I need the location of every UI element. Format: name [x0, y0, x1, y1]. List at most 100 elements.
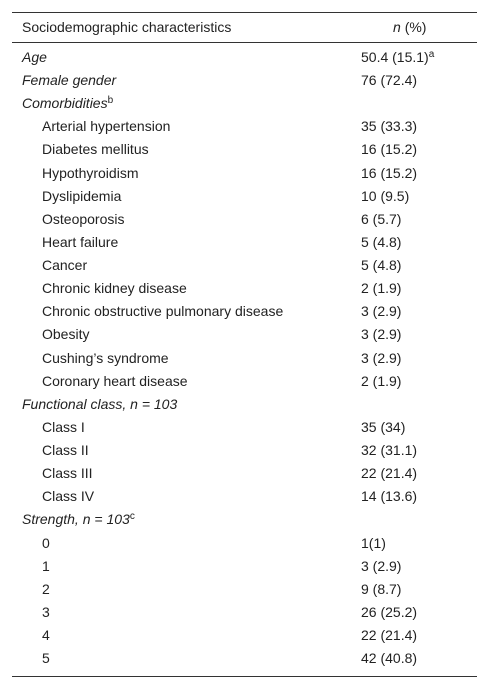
value-text: 35 (34) [361, 418, 406, 435]
row-label: 2 [42, 580, 50, 598]
value-text: 35 (33.3) [361, 118, 418, 135]
row-label: Coronary heart disease [42, 372, 188, 390]
row-value: 16 (15.2) [361, 164, 417, 182]
value-text: 3 (2.9) [361, 349, 402, 366]
label-text: Age [22, 49, 47, 65]
label-text: 5 [42, 650, 50, 667]
row-value: 3 (2.9) [361, 349, 401, 367]
row-label: Dyslipidemia [42, 187, 121, 205]
row-value: 26 (25.2) [361, 603, 417, 621]
row-label: 5 [42, 649, 50, 667]
row-label: Obesity [42, 325, 89, 343]
value-text: 26 (25.2) [361, 603, 418, 620]
row-label: Hypothyroidism [42, 164, 138, 182]
row-value: 22 (21.4) [361, 464, 417, 482]
value-text: 32 (31.1) [361, 442, 418, 459]
row-label: Age [22, 48, 47, 66]
value-text: 3 (2.9) [361, 303, 402, 320]
row-value: 5 (4.8) [361, 233, 401, 251]
top-rule [12, 12, 477, 13]
label-text: Class IV [42, 488, 95, 505]
label-text: Cushing’s syndrome [42, 349, 169, 366]
label-text: Hypothyroidism [42, 164, 139, 181]
row-value: 1(1) [361, 534, 386, 552]
value-text: 42 (40.8) [361, 650, 418, 667]
row-label: Strength, n = 103c [22, 510, 135, 528]
label-text: Obesity [42, 326, 90, 343]
label-text: Class II [42, 442, 89, 459]
row-label: Class IV [42, 487, 94, 505]
header-n: n [393, 19, 401, 35]
value-text: 76 (72.4) [361, 72, 418, 89]
row-label: 1 [42, 557, 50, 575]
row-value: 9 (8.7) [361, 580, 401, 598]
label-text: Class III [42, 465, 93, 482]
row-value: 35 (33.3) [361, 117, 417, 135]
row-value: 3 (2.9) [361, 557, 401, 575]
value-text: 50.4 (15.1) [361, 49, 429, 65]
label-text: Cancer [42, 257, 88, 274]
row-label: Functional class, n = 103 [22, 395, 177, 413]
label-text: Coronary heart disease [42, 372, 188, 389]
value-text: 3 (2.9) [361, 557, 402, 574]
footnote-mark: c [129, 511, 135, 523]
row-value: 3 (2.9) [361, 325, 401, 343]
row-value: 32 (31.1) [361, 441, 417, 459]
row-label: Class III [42, 464, 93, 482]
header-value: n (%) [393, 18, 426, 36]
label-text: 4 [42, 627, 50, 643]
row-value: 16 (15.2) [361, 140, 417, 158]
label-text: Comorbidities [22, 95, 108, 112]
label-text: 2 [42, 580, 50, 597]
row-value: 35 (34) [361, 418, 405, 436]
row-value: 5 (4.8) [361, 256, 401, 274]
row-label: Diabetes mellitus [42, 140, 149, 158]
value-text: 6 (5.7) [361, 210, 402, 227]
header-label: Sociodemographic characteristics [22, 19, 232, 35]
label-text: Functional class, n = 103 [22, 395, 178, 412]
row-label: Class II [42, 441, 89, 459]
bottom-rule [12, 676, 477, 677]
label-text: 0 [42, 534, 50, 551]
footnote-mark: a [428, 49, 435, 60]
row-label: Osteoporosis [42, 210, 124, 228]
value-text: 2 (1.9) [361, 280, 402, 297]
row-label: Class I [42, 418, 85, 436]
value-text: 9 (8.7) [361, 580, 402, 597]
row-value: 76 (72.4) [361, 71, 417, 89]
label-text: Class I [42, 418, 85, 435]
value-text: 5 (4.8) [361, 233, 402, 250]
row-value: 42 (40.8) [361, 649, 417, 667]
footnote-mark: b [107, 95, 114, 107]
value-text: 16 (15.2) [361, 141, 418, 158]
value-text: 22 (21.4) [361, 465, 418, 482]
row-label: Cushing’s syndrome [42, 349, 169, 367]
row-label: 3 [42, 603, 50, 621]
row-value: 10 (9.5) [361, 187, 409, 205]
row-value: 14 (13.6) [361, 487, 417, 505]
row-value: 22 (21.4) [361, 626, 417, 644]
label-text: Female gender [22, 72, 117, 89]
row-value: 3 (2.9) [361, 302, 401, 320]
label-text: Arterial hypertension [42, 118, 171, 135]
row-value: 2 (1.9) [361, 372, 401, 390]
label-text: 3 [42, 603, 50, 620]
value-text: 22 (21.4) [361, 627, 418, 643]
row-label: Heart failure [42, 233, 118, 251]
value-text: 3 (2.9) [361, 326, 402, 343]
label-text: Diabetes mellitus [42, 141, 149, 158]
value-text: 14 (13.6) [361, 488, 418, 505]
label-text: Dyslipidemia [42, 187, 122, 204]
label-text: 1 [42, 557, 50, 574]
value-text: 5 (4.8) [361, 257, 402, 274]
row-label: Arterial hypertension [42, 117, 170, 135]
row-value: 2 (1.9) [361, 279, 401, 297]
value-text: 10 (9.5) [361, 187, 410, 204]
row-label: Female gender [22, 71, 116, 89]
value-text: 2 (1.9) [361, 372, 402, 389]
label-text: Chronic kidney disease [42, 280, 187, 297]
label-text: Heart failure [42, 233, 119, 250]
row-value: 50.4 (15.1)a [361, 48, 434, 66]
row-label: Chronic kidney disease [42, 279, 187, 297]
label-text: Chronic obstructive pulmonary disease [42, 303, 284, 320]
